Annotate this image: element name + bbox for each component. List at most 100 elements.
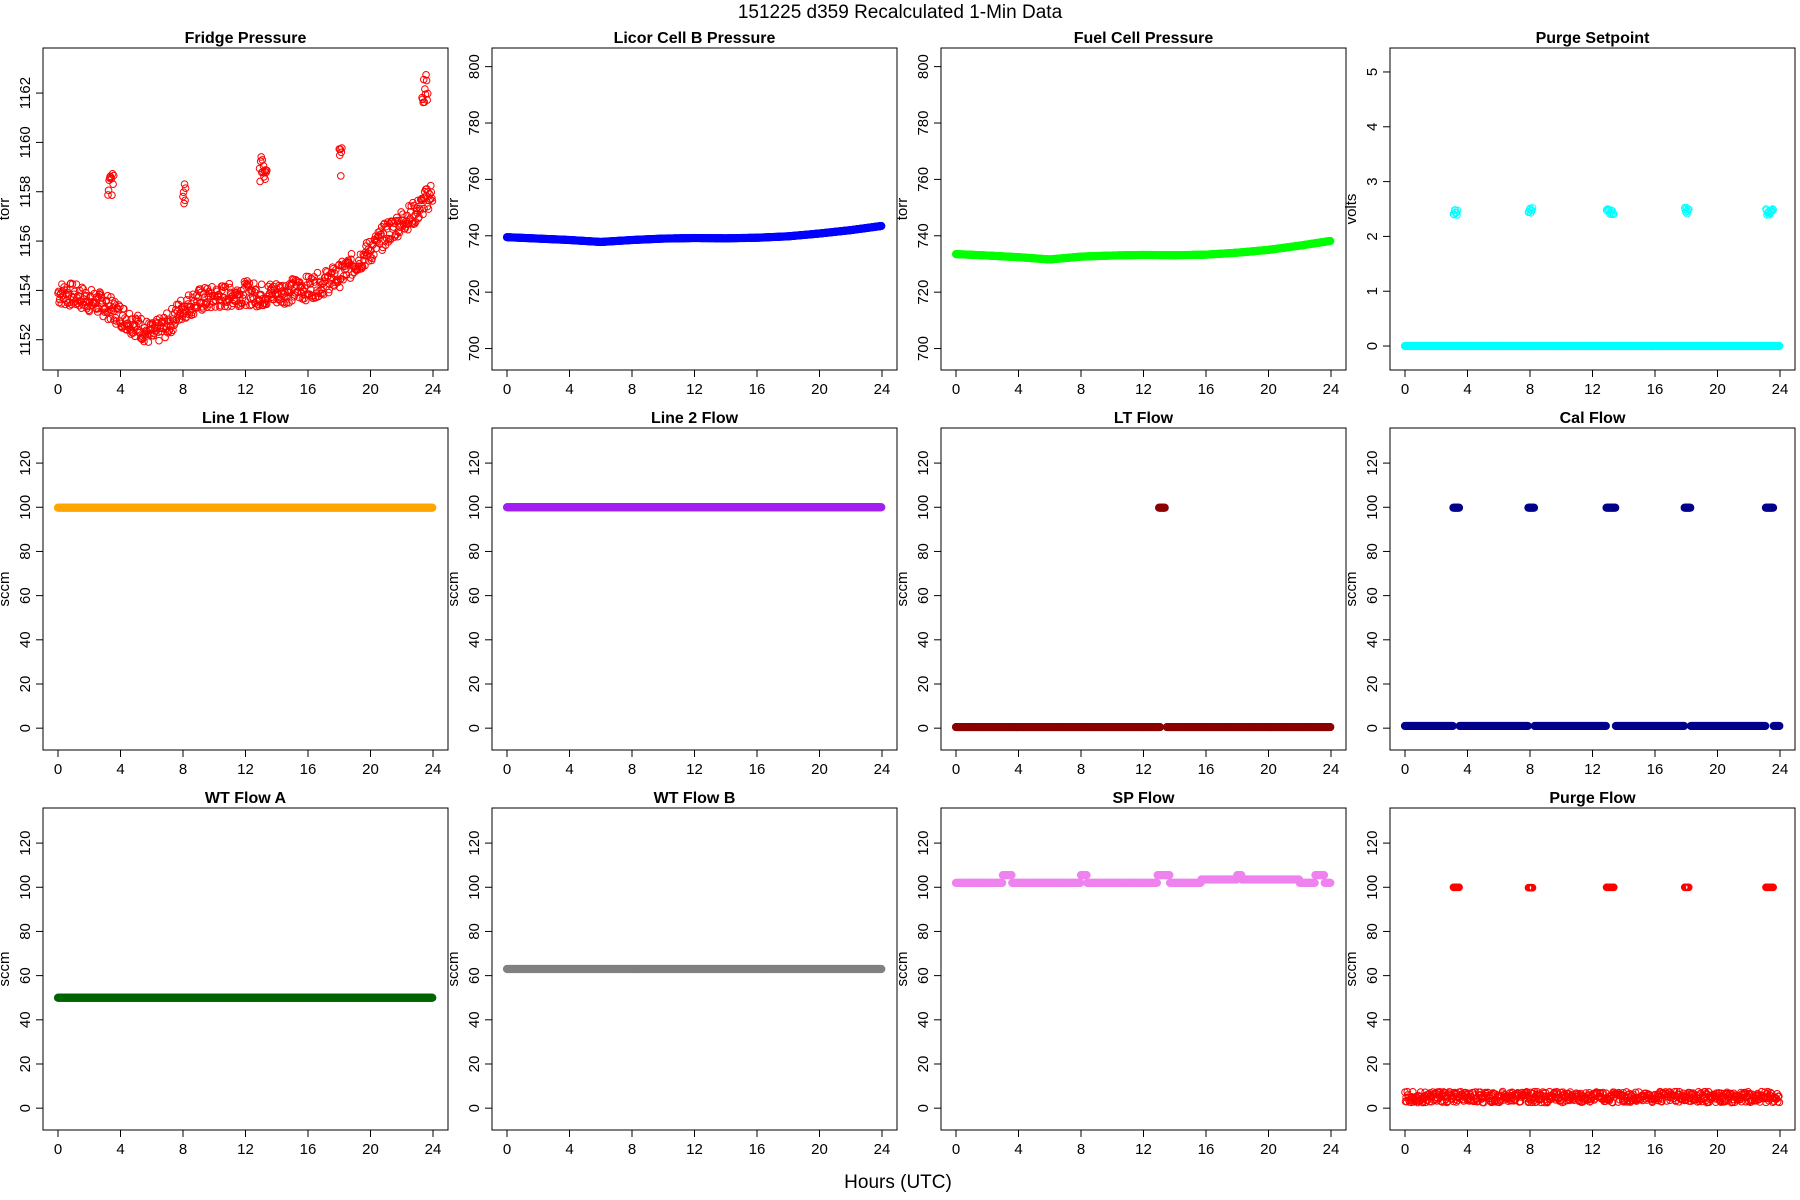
- y-tick-label: 1162: [17, 77, 34, 109]
- y-tick-label: 80: [17, 543, 34, 560]
- y-tick-label: 740: [466, 223, 483, 248]
- plot-frame: [1389, 427, 1796, 751]
- data-point: [1775, 721, 1784, 731]
- data-point: [282, 299, 291, 307]
- data-point: [384, 238, 393, 246]
- data-series: [179, 180, 190, 208]
- x-tick-label: 8: [628, 381, 636, 398]
- y-tick-label: 700: [466, 336, 483, 361]
- x-tick-label: 16: [300, 761, 317, 778]
- data-series: [53, 503, 437, 512]
- data-point: [82, 291, 91, 300]
- data-series: [418, 71, 432, 107]
- data-point: [245, 279, 254, 288]
- data-point: [422, 71, 430, 79]
- data-series: [1400, 341, 1784, 351]
- data-points: [502, 503, 886, 512]
- panel-title: Purge Setpoint: [1536, 30, 1650, 47]
- data-series: [1449, 503, 1464, 512]
- x-tick-label: 16: [1647, 381, 1664, 398]
- x-tick-label: 16: [1647, 761, 1664, 778]
- data-point: [278, 281, 287, 290]
- data-point: [356, 250, 365, 259]
- data-series: [1524, 503, 1539, 512]
- x-tick-label: 24: [874, 761, 891, 778]
- data-point: [179, 192, 187, 201]
- data-point: [325, 285, 334, 294]
- data-point: [109, 171, 118, 180]
- y-tick-label: 60: [1364, 587, 1381, 604]
- data-point: [1601, 721, 1610, 731]
- data-point: [370, 250, 378, 259]
- x-tick-label: 20: [362, 381, 379, 398]
- panel-title: WT Flow A: [205, 790, 287, 807]
- y-tick-label: 120: [915, 451, 932, 476]
- y-tick-label: 1154: [17, 274, 34, 306]
- y-tick-label: 740: [915, 223, 932, 248]
- data-points: [53, 993, 437, 1002]
- data-point: [394, 232, 402, 241]
- data-series: [951, 236, 1335, 264]
- x-tick-label: 8: [1077, 381, 1085, 398]
- y-tick-label: 40: [1364, 631, 1381, 648]
- data-point: [188, 293, 197, 302]
- x-tick-label: 0: [952, 761, 960, 778]
- x-tick-label: 8: [628, 761, 636, 778]
- x-tick-label: 24: [1323, 381, 1340, 398]
- y-tick-label: 780: [466, 111, 483, 136]
- data-point: [104, 186, 113, 195]
- y-tick-label: 720: [466, 280, 483, 305]
- data-point: [1326, 236, 1335, 246]
- x-tick-label: 8: [179, 381, 187, 398]
- data-point: [415, 213, 423, 221]
- data-point: [184, 291, 193, 299]
- data-points: [951, 503, 1335, 732]
- data-point: [1155, 722, 1165, 732]
- data-point: [337, 148, 346, 157]
- y-tick-label: 100: [915, 495, 932, 520]
- data-point: [1761, 721, 1770, 731]
- y-tick-label: 780: [915, 111, 932, 136]
- data-series: [255, 153, 271, 186]
- data-points: [951, 236, 1335, 264]
- figure-x-axis-label: Hours (UTC): [844, 1172, 952, 1193]
- x-tick-label: 24: [1772, 381, 1789, 398]
- data-point: [140, 337, 148, 346]
- data-point: [181, 196, 189, 205]
- plot-frame: [940, 427, 1347, 751]
- y-tick-label: 760: [466, 167, 483, 192]
- y-tick-label: 0: [1364, 342, 1381, 350]
- x-tick-label: 0: [1401, 381, 1409, 398]
- data-point: [424, 187, 432, 196]
- x-axis: 0 4 8 12 16 20 24: [1401, 749, 1788, 778]
- x-tick-label: 24: [874, 381, 891, 398]
- data-point: [319, 290, 328, 299]
- data-point: [424, 205, 433, 213]
- data-series: [502, 221, 886, 247]
- data-series: [104, 169, 118, 199]
- y-tick-label: 40: [466, 631, 483, 648]
- data-point: [193, 303, 202, 312]
- data-point: [1448, 721, 1457, 731]
- data-point: [142, 317, 151, 326]
- y-tick-label: 5: [1364, 68, 1381, 76]
- data-point: [381, 236, 389, 245]
- data-point: [1454, 503, 1464, 512]
- data-point: [218, 282, 227, 290]
- x-tick-label: 8: [1077, 761, 1085, 778]
- data-point: [426, 195, 435, 204]
- y-tick-label: 40: [17, 631, 34, 648]
- x-axis: 0 4 8 12 16 20 24: [952, 369, 1340, 398]
- data-point: [167, 328, 176, 337]
- data-point: [404, 225, 412, 234]
- plot-frame: [491, 47, 898, 371]
- y-axis-label: sccm: [1343, 572, 1360, 607]
- x-tick-label: 20: [1709, 381, 1726, 398]
- x-tick-label: 0: [952, 381, 960, 398]
- data-point: [287, 280, 296, 288]
